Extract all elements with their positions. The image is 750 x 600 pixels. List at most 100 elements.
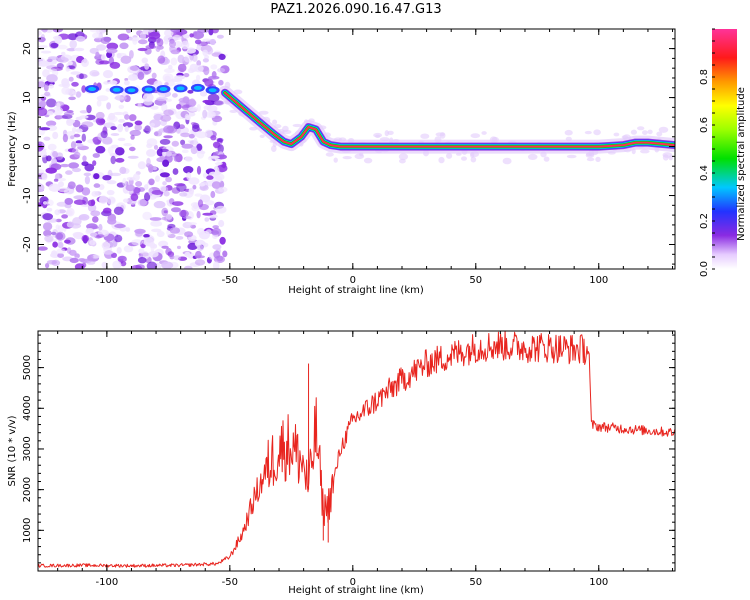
noise-blob [113, 206, 124, 215]
noise-blob [46, 207, 53, 212]
spectrogram-xlabel: Height of straight line (km) [288, 285, 424, 296]
noise-blob [184, 113, 190, 120]
noise-blob [85, 228, 94, 233]
noise-blob [180, 40, 190, 50]
noise-blob [81, 58, 89, 68]
noise-blob [118, 119, 125, 123]
noise-blob [117, 137, 126, 142]
noise-blob [584, 130, 592, 135]
noise-blob [148, 29, 154, 33]
noise-blob [137, 102, 142, 108]
noise-blob [122, 177, 127, 187]
noise-blob [188, 133, 195, 139]
noise-blob [216, 34, 224, 39]
noise-blob [135, 181, 143, 187]
noise-blob [91, 254, 100, 259]
noise-blob [39, 127, 51, 131]
noise-blob [191, 205, 200, 212]
noise-blob [73, 47, 85, 52]
noise-blob [38, 246, 48, 251]
noise-blob [342, 156, 352, 160]
noise-blob [527, 153, 538, 160]
noise-blob [107, 146, 114, 154]
noise-blob [84, 163, 95, 172]
track-blob-core [144, 87, 153, 92]
noise-blob [196, 45, 202, 51]
noise-blob [53, 178, 59, 182]
noise-blob [52, 150, 58, 158]
noise-blob [183, 73, 190, 78]
snr-xtick-label: -50 [222, 577, 238, 588]
noise-blob [38, 60, 50, 67]
ytick-label: 20 [22, 42, 33, 55]
noise-blob [117, 123, 124, 133]
noise-blob [70, 135, 75, 140]
noise-blob [44, 235, 54, 243]
noise-blob [93, 183, 101, 188]
noise-blob [38, 107, 48, 117]
noise-blob [163, 190, 170, 197]
xtick-label: 50 [469, 275, 482, 286]
noise-blob [73, 199, 86, 205]
noise-blob [38, 169, 45, 174]
noise-blob [325, 152, 334, 157]
noise-blob [99, 60, 110, 65]
noise-blob [130, 193, 139, 202]
xtick-label: -50 [222, 275, 238, 286]
noise-blob [91, 190, 99, 197]
colorbar-tick-label: 0.8 [699, 69, 710, 85]
noise-blob [192, 124, 200, 133]
noise-blob [65, 209, 73, 216]
noise-blob [42, 201, 48, 205]
noise-blob [174, 183, 186, 187]
noise-blob [142, 93, 154, 102]
noise-blob [92, 216, 99, 223]
noise-blob [272, 119, 278, 125]
noise-blob [129, 65, 139, 71]
colorbar-label: Normalized spectral amplitude [736, 87, 747, 241]
noise-blob [171, 207, 181, 213]
noise-blob [146, 138, 158, 147]
noise-blob [190, 146, 198, 155]
snr-line [38, 331, 675, 568]
noise-blob [52, 106, 64, 116]
noise-blob [164, 38, 169, 45]
noise-blob [81, 234, 90, 243]
noise-blob [130, 265, 143, 269]
noise-blob [161, 207, 169, 217]
noise-blob [75, 91, 82, 98]
noise-blob [373, 132, 382, 138]
noise-blob [196, 165, 202, 175]
noise-blob [199, 91, 208, 97]
noise-blob [470, 156, 477, 163]
noise-blob [180, 139, 186, 146]
noise-blob [642, 130, 648, 136]
noise-blob [109, 61, 121, 69]
noise-blob [164, 82, 169, 86]
noise-blob [114, 94, 127, 101]
noise-blob [210, 135, 217, 141]
noise-blob [586, 157, 595, 162]
noise-blob [75, 143, 84, 147]
noise-blob [98, 195, 108, 204]
snr-frame [37, 330, 676, 572]
noise-blob [214, 162, 223, 166]
noise-blob [58, 181, 64, 188]
noise-blob [171, 201, 184, 207]
noise-blob [157, 55, 166, 64]
noise-blob [129, 50, 134, 59]
noise-blob [216, 154, 227, 160]
noise-blob [144, 184, 149, 190]
noise-blob [116, 247, 122, 254]
noise-blob [123, 245, 134, 253]
noise-blob [439, 132, 446, 139]
noise-blob [187, 89, 194, 94]
colorbar-gradient [712, 29, 737, 269]
noise-blob [57, 57, 69, 63]
noise-blob [54, 35, 63, 44]
noise-blob [118, 104, 125, 109]
noise-blob [127, 155, 139, 159]
noise-blob [119, 42, 129, 50]
noise-blob [69, 39, 77, 49]
snr-xlabel: Height of straight line (km) [288, 585, 424, 596]
